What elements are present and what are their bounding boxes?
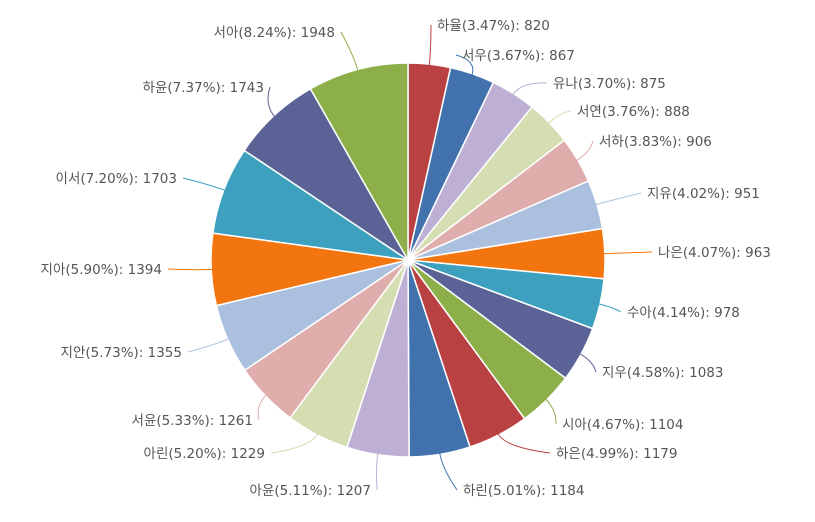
slice-label: 유나(3.70%): 875	[553, 76, 666, 92]
label-connector	[602, 251, 653, 255]
slice-label: 하린(5.01%): 1184	[463, 483, 584, 499]
slice-label: 아윤(5.11%): 1207	[250, 483, 371, 499]
label-connector	[439, 452, 458, 491]
label-connector	[597, 303, 622, 313]
label-connectors	[167, 24, 653, 491]
slice-label: 수아(4.14%): 978	[627, 305, 740, 321]
label-connector	[428, 24, 432, 67]
label-connector	[270, 432, 319, 454]
slice-label: 시아(4.67%): 1104	[562, 417, 683, 433]
label-connector	[575, 140, 594, 162]
label-connector	[375, 452, 379, 491]
slice-label: 지안(5.73%): 1355	[61, 345, 182, 361]
label-connector	[187, 337, 230, 353]
slice-label: 하은(4.99%): 1179	[556, 446, 677, 462]
slice-label: 서윤(5.33%): 1261	[132, 413, 253, 429]
slice-label: 서연(3.76%): 888	[577, 104, 690, 120]
label-connector	[594, 192, 642, 206]
label-connector	[547, 110, 572, 125]
slice-label: 지아(5.90%): 1394	[41, 262, 162, 278]
slice-label: 하윤(7.37%): 1743	[143, 80, 264, 96]
slice-labels: 하율(3.47%): 820 서우(3.67%): 867 유나(3.70%): 8…	[41, 18, 771, 499]
label-connector	[511, 82, 548, 96]
label-connector	[578, 352, 597, 373]
label-connector	[544, 398, 557, 425]
slice-label: 지우(4.58%): 1083	[602, 365, 723, 381]
label-connector	[497, 432, 551, 454]
label-connector	[455, 54, 474, 76]
slice-label: 서우(3.67%): 867	[462, 48, 575, 64]
slice-label: 하율(3.47%): 820	[437, 18, 550, 34]
pie-slices	[210, 62, 606, 458]
slice-label: 서아(8.24%): 1948	[214, 25, 335, 41]
slice-label: 서하(3.83%): 906	[599, 134, 712, 150]
label-connector	[267, 86, 276, 118]
label-connector	[167, 268, 214, 271]
slice-label: 이서(7.20%): 1703	[56, 171, 177, 187]
label-connector	[257, 394, 268, 421]
slice-label: 아린(5.20%): 1229	[144, 446, 265, 462]
slice-label: 지유(4.02%): 951	[647, 186, 760, 202]
label-connector	[340, 31, 359, 72]
label-connector	[182, 177, 226, 192]
slice-label: 나은(4.07%): 963	[658, 245, 771, 261]
